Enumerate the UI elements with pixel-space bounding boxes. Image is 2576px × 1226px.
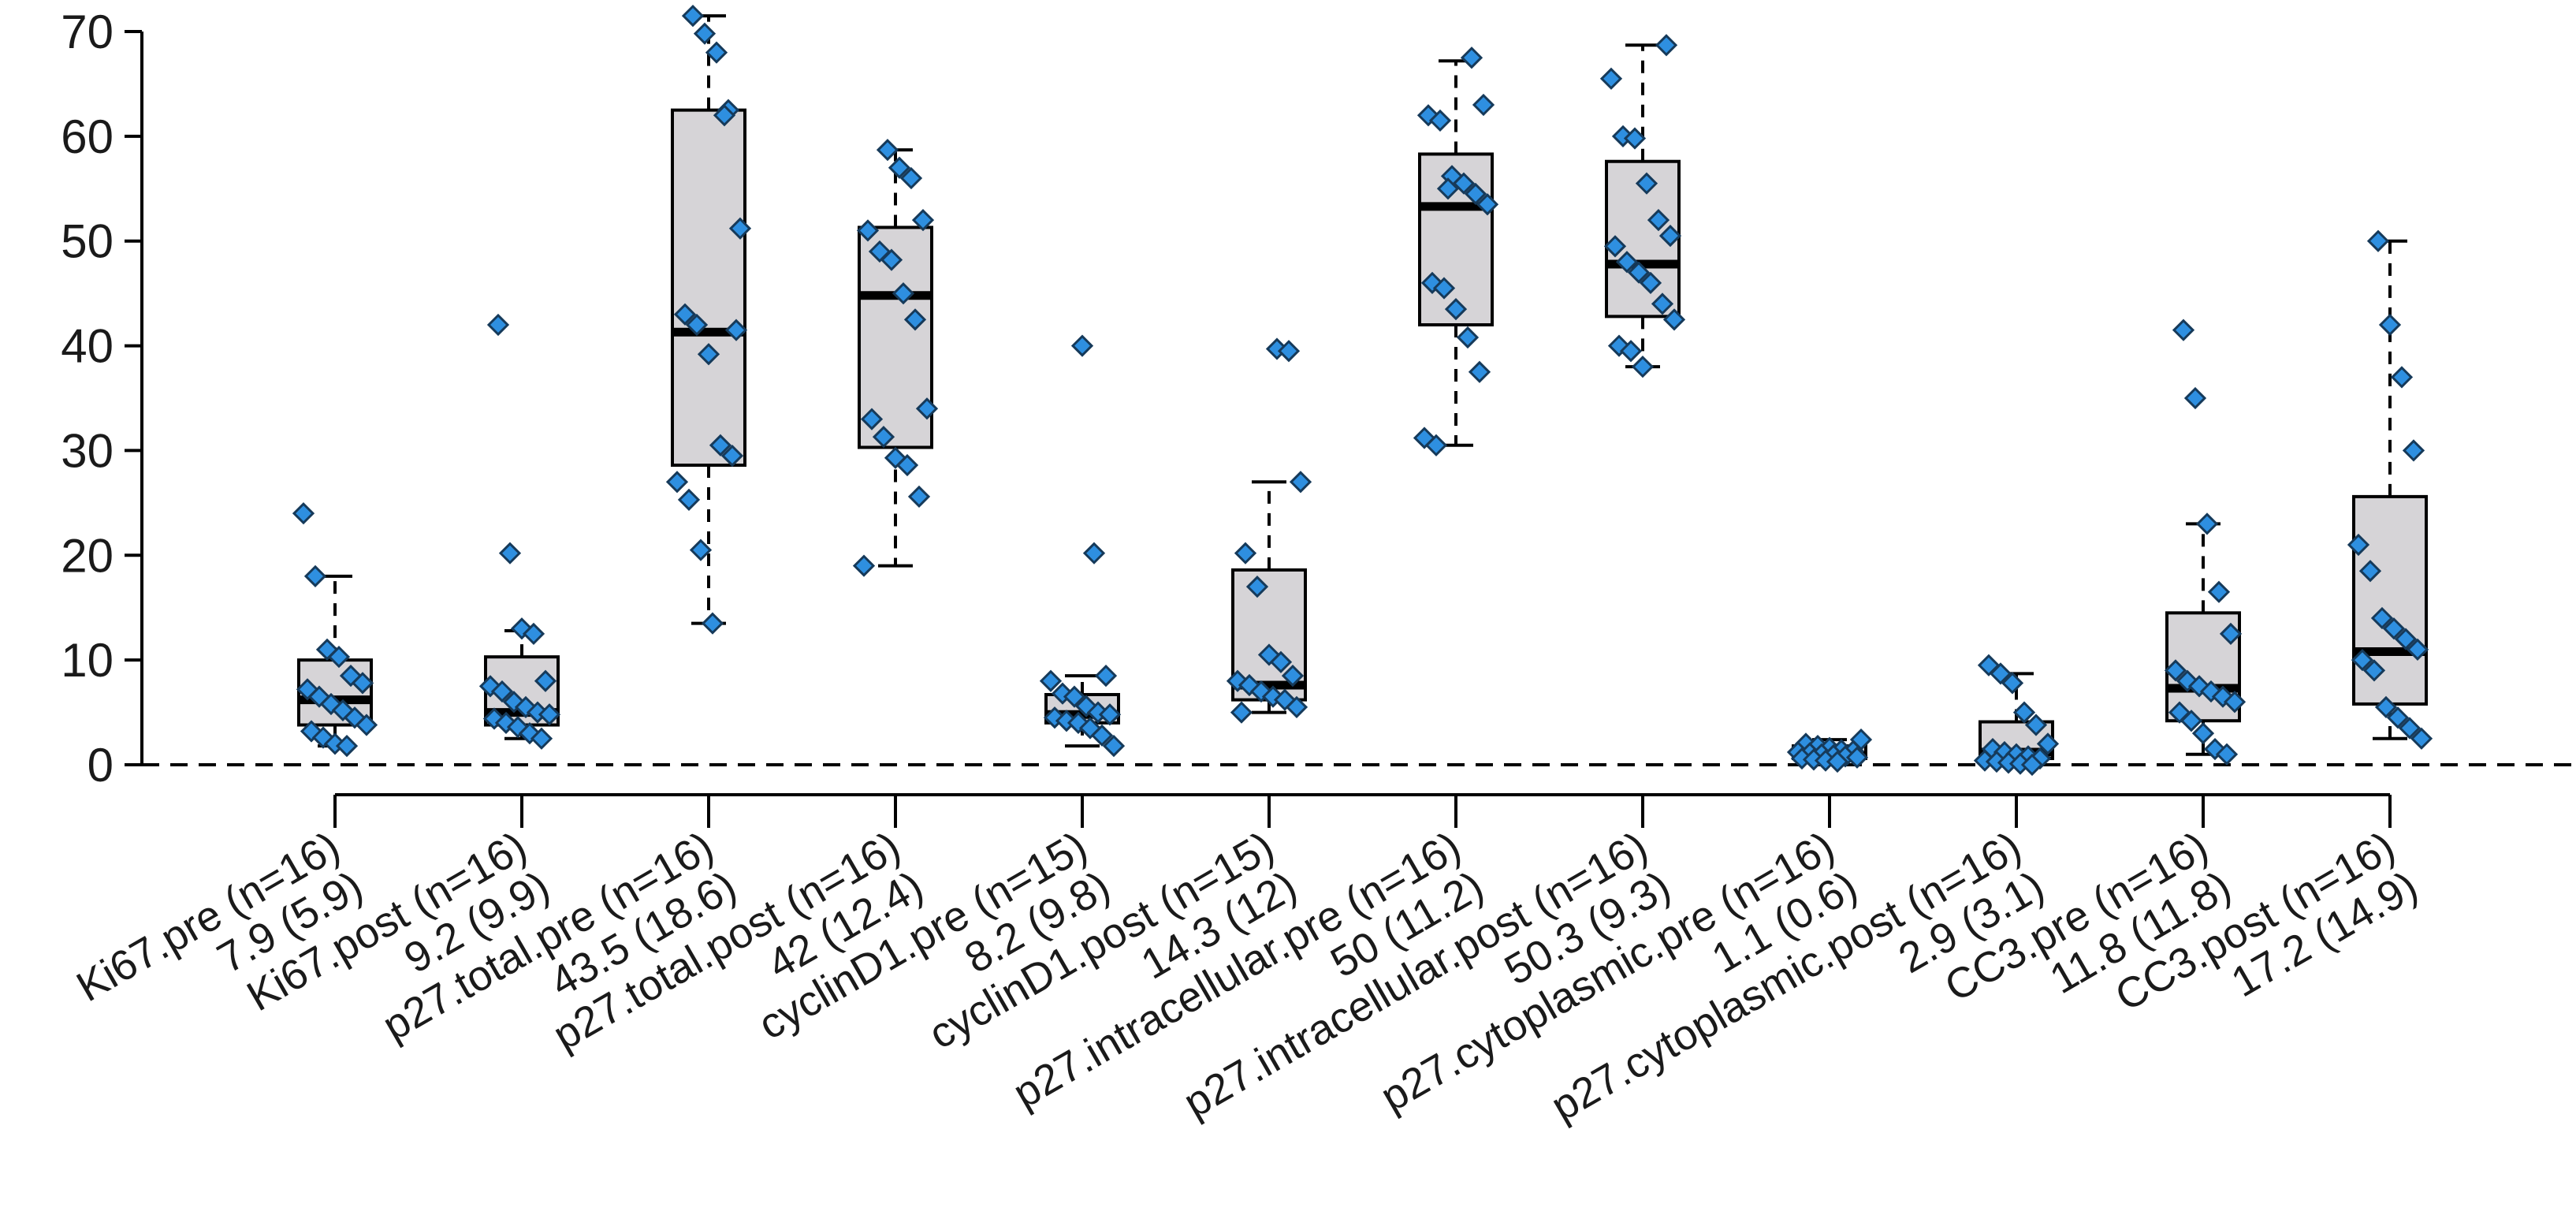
- y-tick-label: 60: [61, 110, 114, 163]
- data-point: [2381, 315, 2399, 334]
- data-point: [910, 487, 929, 506]
- box-plot-chart: 0 10 20 30 40 50 60 70 Ki67.pre (n=16)7.9 (5.9)…: [0, 0, 2576, 1226]
- data-point: [2209, 583, 2228, 602]
- y-tick-label: 40: [61, 320, 114, 373]
- box: [2354, 497, 2426, 704]
- data-point: [1096, 666, 1115, 685]
- box: [672, 110, 745, 465]
- data-point: [306, 567, 325, 586]
- data-point: [1657, 35, 1676, 54]
- data-point: [854, 557, 873, 576]
- data-point: [2198, 514, 2217, 533]
- data-point: [683, 6, 702, 25]
- y-tick-label: 70: [61, 6, 114, 58]
- data-point: [2194, 724, 2213, 743]
- data-point: [294, 504, 313, 523]
- data-point: [1073, 337, 1092, 356]
- data-point: [2174, 321, 2193, 340]
- y-tick-label: 0: [87, 739, 114, 792]
- data-point: [2369, 232, 2388, 251]
- point-layer: [294, 6, 2431, 774]
- data-point: [668, 472, 687, 491]
- data-point: [1462, 48, 1481, 67]
- data-point: [1474, 95, 1493, 114]
- y-tick-label: 30: [61, 424, 114, 477]
- category-labels: Ki67.pre (n=16)7.9 (5.9)Ki67.post (n=16)…: [69, 822, 2425, 1170]
- data-point: [1458, 328, 1477, 347]
- data-point: [703, 614, 722, 633]
- data-point: [2186, 389, 2205, 408]
- data-point: [679, 490, 698, 509]
- data-point: [1085, 544, 1104, 563]
- data-point: [1236, 544, 1255, 563]
- data-point: [1633, 357, 1652, 376]
- data-point: [695, 24, 714, 43]
- box-layer: [299, 16, 2426, 765]
- y-tick-label: 10: [61, 634, 114, 687]
- data-point: [1470, 363, 1489, 382]
- data-point: [1602, 69, 1621, 88]
- data-point: [1291, 472, 1310, 491]
- data-point: [1232, 703, 1251, 722]
- data-point: [501, 544, 519, 563]
- data-point: [489, 315, 508, 334]
- data-point: [2392, 367, 2411, 386]
- data-point: [2404, 441, 2423, 460]
- data-point: [1041, 672, 1060, 691]
- y-tick-label: 50: [61, 215, 114, 268]
- y-tick-label: 20: [61, 529, 114, 582]
